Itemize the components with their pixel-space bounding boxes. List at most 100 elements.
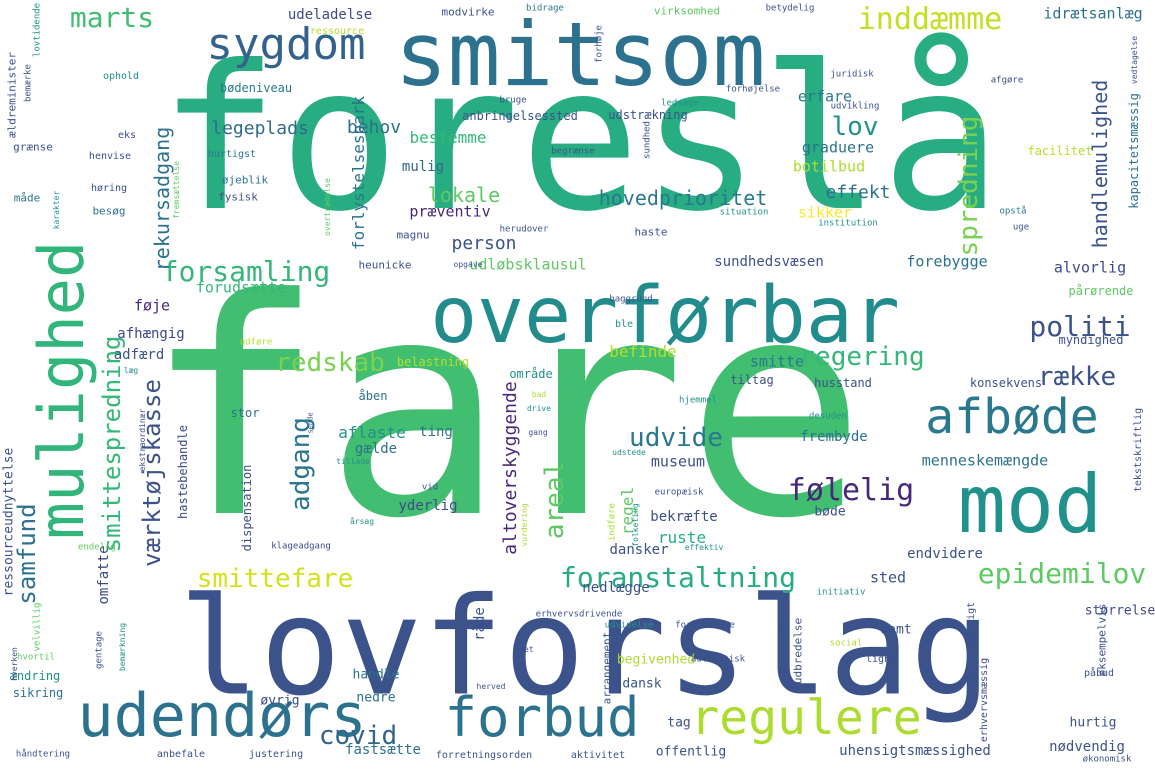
cloud-word: samt <box>880 622 912 638</box>
cloud-word: uge <box>1012 222 1030 233</box>
cloud-word: yderlig <box>398 498 458 514</box>
cloud-word: bødeniveau <box>219 81 293 95</box>
cloud-word: spredning <box>954 115 984 257</box>
cloud-word: sundhedsvæsen <box>714 254 824 270</box>
cloud-word: besøg <box>92 204 126 218</box>
cloud-word: sikring <box>12 686 64 700</box>
cloud-word: erhvervsmæssigt <box>966 601 977 693</box>
cloud-word: føje <box>133 296 171 315</box>
cloud-word: bemærkning <box>118 622 127 672</box>
cloud-word: inddæmme <box>857 2 1003 37</box>
cloud-word: ophold <box>102 71 140 82</box>
cloud-word: fare <box>143 235 867 584</box>
cloud-word: aflaste <box>338 423 406 442</box>
cloud-word: virksomhed <box>653 4 721 18</box>
cloud-word: aktivitet <box>570 750 626 761</box>
cloud-word: lovtidende <box>32 2 43 58</box>
cloud-word: indføre <box>607 503 618 541</box>
cloud-word: omfatte <box>96 545 112 605</box>
cloud-word: konsekvens <box>969 376 1043 390</box>
cloud-word: handle <box>352 667 400 683</box>
cloud-word: øjeblik <box>221 173 269 187</box>
cloud-word: ting <box>419 424 453 440</box>
cloud-word: hurtigst <box>207 149 257 160</box>
cloud-word: hovedprioritet <box>598 186 768 210</box>
cloud-word: læg <box>123 366 139 375</box>
cloud-word: forbud <box>444 686 640 749</box>
cloud-word: nedlægge <box>582 580 650 596</box>
cloud-word: overtrædelse <box>323 178 332 236</box>
cloud-word: herved <box>476 682 506 691</box>
cloud-word: forretningsorden <box>435 750 533 761</box>
cloud-word: håndtering <box>15 749 71 760</box>
cloud-word: ressource <box>309 26 365 37</box>
cloud-word: bestemme <box>409 128 487 147</box>
cloud-word: begivenhed <box>616 652 696 668</box>
cloud-word: graduere <box>801 138 875 157</box>
cloud-word: forebygge <box>906 252 988 271</box>
cloud-word: sygdom <box>206 19 366 70</box>
cloud-word: grænse <box>13 140 53 154</box>
cloud-word: menneskemængde <box>921 451 1049 470</box>
cloud-word: institution <box>818 218 878 229</box>
cloud-word: overførbar <box>430 271 900 361</box>
cloud-word: ledsage <box>661 98 699 109</box>
cloud-word: marts <box>69 1 155 34</box>
cloud-word: ligne <box>865 654 897 665</box>
cloud-word: erhvervsdrivende <box>535 609 623 620</box>
cloud-word: smittespredning <box>98 335 126 553</box>
cloud-word: areal <box>540 460 570 540</box>
cloud-word: bøde <box>814 504 846 520</box>
cloud-word: opgave <box>453 260 483 269</box>
cloud-word: øvrig <box>260 693 300 709</box>
cloud-word: bidrage <box>526 3 564 14</box>
cloud-word: gang <box>528 428 548 437</box>
cloud-word: fremsættelse <box>172 161 181 219</box>
cloud-word: pårørende <box>1068 284 1134 298</box>
cloud-word: ældreminister <box>5 51 19 139</box>
cloud-word: påbud <box>1083 668 1115 679</box>
cloud-word: folketing <box>631 503 640 547</box>
cloud-word: udføre <box>239 337 273 348</box>
cloud-word: smitsom <box>394 3 766 106</box>
cloud-word: mulighed <box>25 240 98 540</box>
cloud-word: belastning <box>396 355 470 369</box>
cloud-word: foreslå <box>158 23 1002 256</box>
cloud-word: situation <box>719 207 769 218</box>
cloud-word: idrætsanlæg <box>1043 4 1143 23</box>
cloud-word: altoverskyggende <box>500 381 521 555</box>
cloud-word: anbefale <box>156 749 206 760</box>
cloud-word: klageadgang <box>271 541 331 552</box>
cloud-word: forudsætte <box>195 278 287 297</box>
cloud-word: offentlig <box>655 744 727 760</box>
cloud-word: alvorlig <box>1053 258 1127 277</box>
cloud-word: effektiv <box>684 543 724 552</box>
cloud-word: sikker <box>797 203 853 222</box>
cloud-word: justering <box>248 749 304 760</box>
cloud-word: mod <box>957 458 1103 551</box>
cloud-word: ble <box>614 319 634 330</box>
cloud-word: samfund <box>13 503 41 605</box>
cloud-word: lovforslag <box>178 568 992 726</box>
cloud-word: baggrund <box>609 294 653 305</box>
cloud-word: person <box>451 233 517 254</box>
cloud-word: desuden <box>809 411 847 422</box>
cloud-word: område <box>509 367 553 381</box>
cloud-word: eks <box>117 130 137 141</box>
cloud-word: facilitet <box>1027 144 1093 158</box>
cloud-word: foranstaltning <box>559 561 797 594</box>
cloud-word: fastsætte <box>345 742 421 758</box>
cloud-word: sende <box>306 412 315 434</box>
cloud-word: regulere <box>690 690 922 746</box>
cloud-word: forhøjelse <box>725 84 781 95</box>
cloud-word: udvidelse <box>604 620 654 631</box>
cloud-word: begrænse <box>551 146 595 157</box>
cloud-word: erhvervsmæssig <box>979 657 990 743</box>
cloud-word: forlystelsespark <box>349 95 368 251</box>
cloud-word: størrelse <box>1084 603 1155 619</box>
cloud-word: værktøjskasse <box>138 379 166 567</box>
cloud-word: udbredelse <box>791 617 805 685</box>
cloud-word: arrangement <box>600 631 614 705</box>
cloud-word: velvillig <box>32 602 43 652</box>
cloud-word: botilbud <box>792 157 866 176</box>
